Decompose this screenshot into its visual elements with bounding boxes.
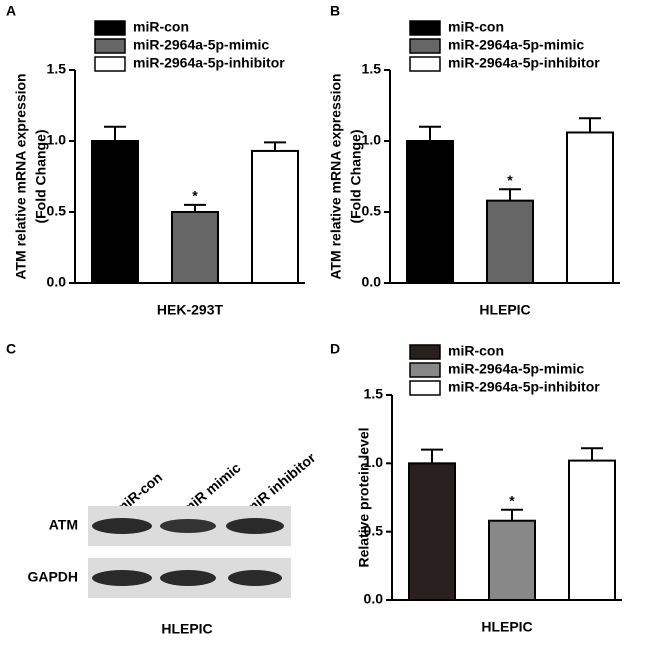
legend-swatch: [409, 344, 441, 360]
y-tick-label: 1.5: [362, 61, 382, 77]
y-tick-label: 1.5: [364, 386, 384, 402]
blot: miR-con miR mimic miR inhibitor ATM GAPD…: [27, 449, 318, 637]
panel-letter: C: [6, 341, 16, 357]
band: [92, 518, 152, 534]
legend-swatch: [409, 38, 441, 54]
y-tick-label: 0.0: [47, 274, 67, 290]
x-label: HLEPIC: [481, 619, 532, 635]
y-tick-label: 1.0: [47, 132, 67, 148]
bar: [406, 140, 454, 284]
legend-swatch: [94, 20, 126, 36]
y-label: (Fold Change): [33, 129, 49, 223]
bar: [171, 211, 219, 284]
panel-letter: D: [330, 341, 340, 357]
y-label: ATM relative mRNA expression: [328, 73, 344, 279]
band: [92, 570, 152, 586]
legend-swatch: [409, 380, 441, 396]
bar: [91, 140, 139, 284]
band: [160, 519, 216, 533]
row-label: ATM: [49, 517, 78, 533]
bar: [568, 459, 616, 601]
y-tick-label: 0.5: [362, 203, 382, 219]
x-label: HLEPIC: [161, 621, 212, 637]
y-label: ATM relative mRNA expression: [13, 73, 29, 279]
y-label: Relative protein level: [356, 427, 372, 567]
legend-swatch: [94, 38, 126, 54]
y-tick-label: 1.0: [364, 454, 384, 470]
legend-label: miR-con: [133, 19, 189, 35]
legend-swatch: [94, 56, 126, 72]
legend-label: miR-con: [448, 19, 504, 35]
legend-label: miR-2964a-5p-mimic: [448, 361, 584, 377]
y-tick-label: 0.5: [47, 203, 67, 219]
bar: [566, 131, 614, 284]
significance: *: [192, 188, 198, 204]
x-label: HLEPIC: [479, 302, 530, 318]
band: [160, 570, 216, 586]
y-tick-label: 0.0: [364, 591, 384, 607]
y-label: (Fold Change): [348, 129, 364, 223]
y-tick-label: 1.0: [362, 132, 382, 148]
y-tick-label: 0.5: [364, 522, 384, 538]
band: [226, 518, 284, 534]
legend-label: miR-con: [448, 343, 504, 359]
panel-letter: A: [6, 3, 16, 19]
legend-label: miR-2964a-5p-inhibitor: [448, 379, 600, 395]
significance: *: [507, 172, 513, 188]
x-label: HEK-293T: [157, 302, 224, 318]
legend-label: miR-2964a-5p-mimic: [133, 37, 269, 53]
bar: [486, 199, 534, 284]
legend-swatch: [409, 20, 441, 36]
legend-label: miR-2964a-5p-inhibitor: [448, 55, 600, 71]
legend-swatch: [409, 56, 441, 72]
legend-label: miR-2964a-5p-inhibitor: [133, 55, 285, 71]
row-label: GAPDH: [27, 569, 78, 585]
significance: *: [509, 493, 515, 509]
legend-label: miR-2964a-5p-mimic: [448, 37, 584, 53]
legend-swatch: [409, 362, 441, 378]
bar: [408, 462, 456, 602]
y-tick-label: 1.5: [47, 61, 67, 77]
panel-letter: B: [330, 3, 340, 19]
bar: [251, 149, 299, 284]
band: [228, 570, 282, 586]
bar: [488, 519, 536, 602]
y-tick-label: 0.0: [362, 274, 382, 290]
